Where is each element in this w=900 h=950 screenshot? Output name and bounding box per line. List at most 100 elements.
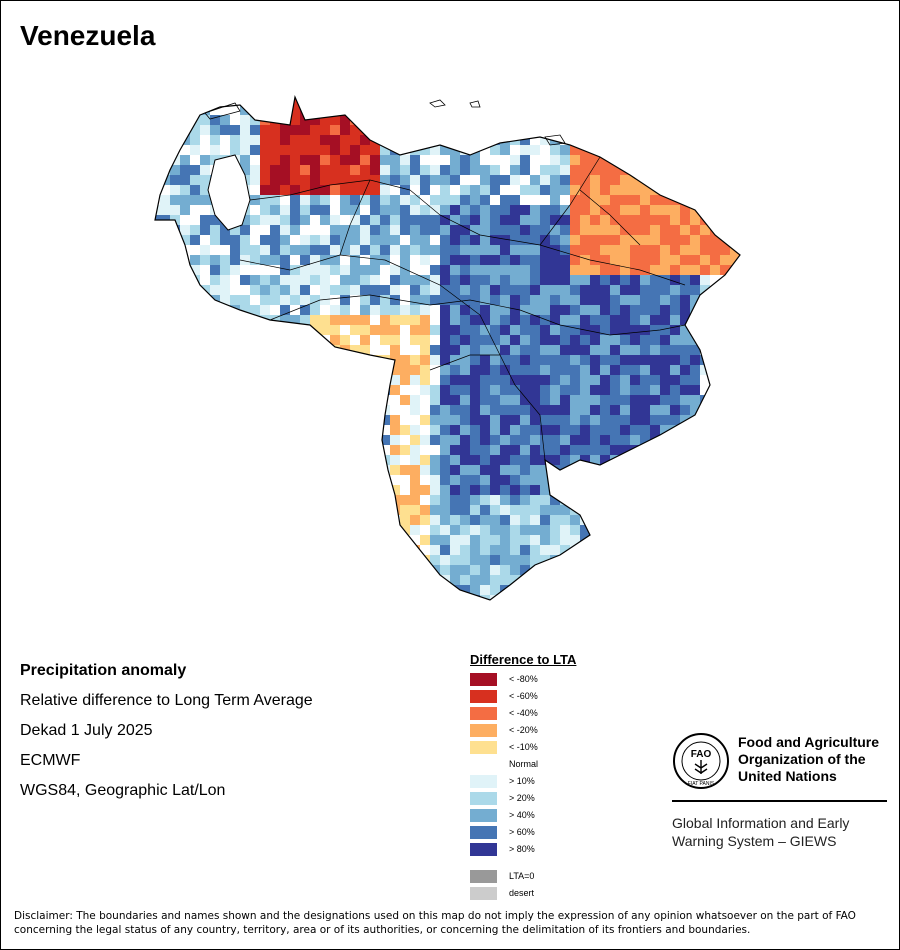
grid-cell [300,545,310,555]
grid-cell [560,525,570,535]
grid-cell [330,165,340,175]
grid-cell [220,395,230,405]
grid-cell [260,335,270,345]
grid-cell [240,115,250,125]
grid-cell [690,265,700,275]
grid-cell [380,365,390,375]
grid-cell [260,405,270,415]
grid-cell [200,455,210,465]
grid-cell [740,485,750,495]
grid-cell [430,325,440,335]
grid-cell [270,345,280,355]
grid-cell [140,375,150,385]
grid-cell [340,265,350,275]
grid-cell [710,535,720,545]
grid-cell [430,175,440,185]
grid-cell [450,405,460,415]
grid-cell [620,145,630,155]
grid-cell [460,325,470,335]
grid-cell [520,235,530,245]
grid-cell [610,235,620,245]
grid-cell [290,585,300,595]
grid-cell [340,305,350,315]
grid-cell [490,365,500,375]
grid-cell [230,225,240,235]
grid-cell [550,585,560,595]
grid-cell [510,315,520,325]
grid-cell [670,125,680,135]
grid-cell [690,465,700,475]
grid-cell [250,105,260,115]
grid-cell [290,85,300,95]
grid-cell [180,305,190,315]
grid-cell [500,595,510,600]
grid-cell [340,505,350,515]
grid-cell [580,155,590,165]
grid-cell [640,355,650,365]
grid-cell [730,455,740,465]
grid-cell [730,335,740,345]
grid-cell [280,205,290,215]
grid-cell [690,455,700,465]
grid-cell [670,165,680,175]
grid-cell [660,245,670,255]
grid-cell [350,495,360,505]
grid-cell [310,225,320,235]
grid-cell [580,285,590,295]
grid-cell [360,335,370,345]
grid-cell [380,355,390,365]
grid-cell [510,165,520,175]
grid-cell [140,505,150,515]
grid-cell [180,425,190,435]
grid-cell [290,565,300,575]
grid-cell [560,365,570,375]
grid-cell [200,535,210,545]
grid-cell [290,365,300,375]
grid-cell [140,225,150,235]
grid-cell [155,385,160,395]
grid-cell [600,225,610,235]
grid-cell [390,145,400,155]
grid-cell [560,285,570,295]
grid-cell [440,215,450,225]
grid-cell [630,475,640,485]
grid-cell [650,365,660,375]
grid-cell [280,135,290,145]
grid-cell [240,85,250,95]
grid-cell [350,165,360,175]
lake-maracaibo [207,154,251,231]
grid-cell [280,235,290,245]
grid-cell [340,145,350,155]
grid-cell [290,475,300,485]
grid-cell [510,295,520,305]
grid-cell [670,595,680,600]
grid-cell [170,545,180,555]
grid-cell [340,465,350,475]
grid-cell [610,305,620,315]
grid-cell [250,585,260,595]
grid-cell [710,155,720,165]
grid-cell [300,315,310,325]
grid-cell [360,445,370,455]
grid-cell [155,565,160,575]
grid-cell [470,575,480,585]
grid-cell [350,575,360,585]
grid-cell [330,285,340,295]
grid-cell [500,395,510,405]
grid-cell [690,195,700,205]
grid-cell [490,335,500,345]
grid-cell [580,315,590,325]
grid-cell [350,455,360,465]
grid-cell [720,365,730,375]
grid-cell [660,475,670,485]
fao-logo-text: FAO [691,749,712,760]
grid-cell [730,545,740,555]
grid-cell [420,235,430,245]
grid-cell [640,175,650,185]
grid-cell [440,305,450,315]
grid-cell [180,395,190,405]
grid-cell [400,475,410,485]
grid-cell [550,175,560,185]
grid-cell [590,175,600,185]
grid-cell [560,335,570,345]
